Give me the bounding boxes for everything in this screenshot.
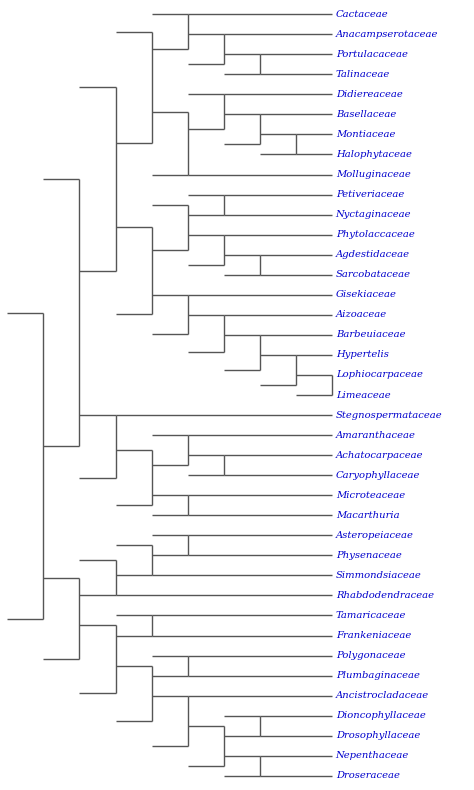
Text: Rhabdodendraceae: Rhabdodendraceae	[336, 591, 434, 600]
Text: Dioncophyllaceae: Dioncophyllaceae	[336, 711, 426, 720]
Text: Basellaceae: Basellaceae	[336, 110, 396, 119]
Text: Nyctaginaceae: Nyctaginaceae	[336, 210, 411, 219]
Text: Microteaceae: Microteaceae	[336, 491, 405, 500]
Text: Plumbaginaceae: Plumbaginaceae	[336, 671, 419, 680]
Text: Molluginaceae: Molluginaceae	[336, 170, 410, 179]
Text: Cactaceae: Cactaceae	[336, 9, 388, 19]
Text: Frankeniaceae: Frankeniaceae	[336, 631, 411, 640]
Text: Nepenthaceae: Nepenthaceae	[336, 751, 409, 760]
Text: Physenaceae: Physenaceae	[336, 551, 401, 560]
Text: Asteropeiaceae: Asteropeiaceae	[336, 531, 413, 540]
Text: Amaranthaceae: Amaranthaceae	[336, 431, 416, 439]
Text: Portulacaceae: Portulacaceae	[336, 50, 408, 58]
Text: Agdestidaceae: Agdestidaceae	[336, 250, 410, 259]
Text: Barbeuiaceae: Barbeuiaceae	[336, 330, 405, 340]
Text: Petiveriaceae: Petiveriaceae	[336, 190, 404, 199]
Text: Lophiocarpaceae: Lophiocarpaceae	[336, 371, 422, 379]
Text: Achatocarpaceae: Achatocarpaceae	[336, 450, 423, 460]
Text: Drosophyllaceae: Drosophyllaceae	[336, 732, 420, 740]
Text: Polygonaceae: Polygonaceae	[336, 651, 405, 660]
Text: Talinaceae: Talinaceae	[336, 70, 390, 79]
Text: Gisekiaceae: Gisekiaceae	[336, 290, 397, 299]
Text: Didiereaceae: Didiereaceae	[336, 90, 402, 99]
Text: Droseraceae: Droseraceae	[336, 771, 400, 781]
Text: Macarthuria: Macarthuria	[336, 511, 399, 520]
Text: Aizoaceae: Aizoaceae	[336, 310, 387, 319]
Text: Limeaceae: Limeaceae	[336, 390, 390, 400]
Text: Caryophyllaceae: Caryophyllaceae	[336, 471, 420, 480]
Text: Ancistrocladaceae: Ancistrocladaceae	[336, 691, 429, 700]
Text: Simmondsiaceae: Simmondsiaceae	[336, 571, 421, 580]
Text: Anacampserotaceae: Anacampserotaceae	[336, 30, 438, 39]
Text: Sarcobataceae: Sarcobataceae	[336, 270, 410, 279]
Text: Hypertelis: Hypertelis	[336, 351, 389, 359]
Text: Stegnospermataceae: Stegnospermataceae	[336, 411, 442, 419]
Text: Halophytaceae: Halophytaceae	[336, 150, 411, 159]
Text: Tamaricaceae: Tamaricaceae	[336, 611, 406, 620]
Text: Phytolaccaceae: Phytolaccaceae	[336, 230, 414, 239]
Text: Montiaceae: Montiaceae	[336, 130, 395, 139]
